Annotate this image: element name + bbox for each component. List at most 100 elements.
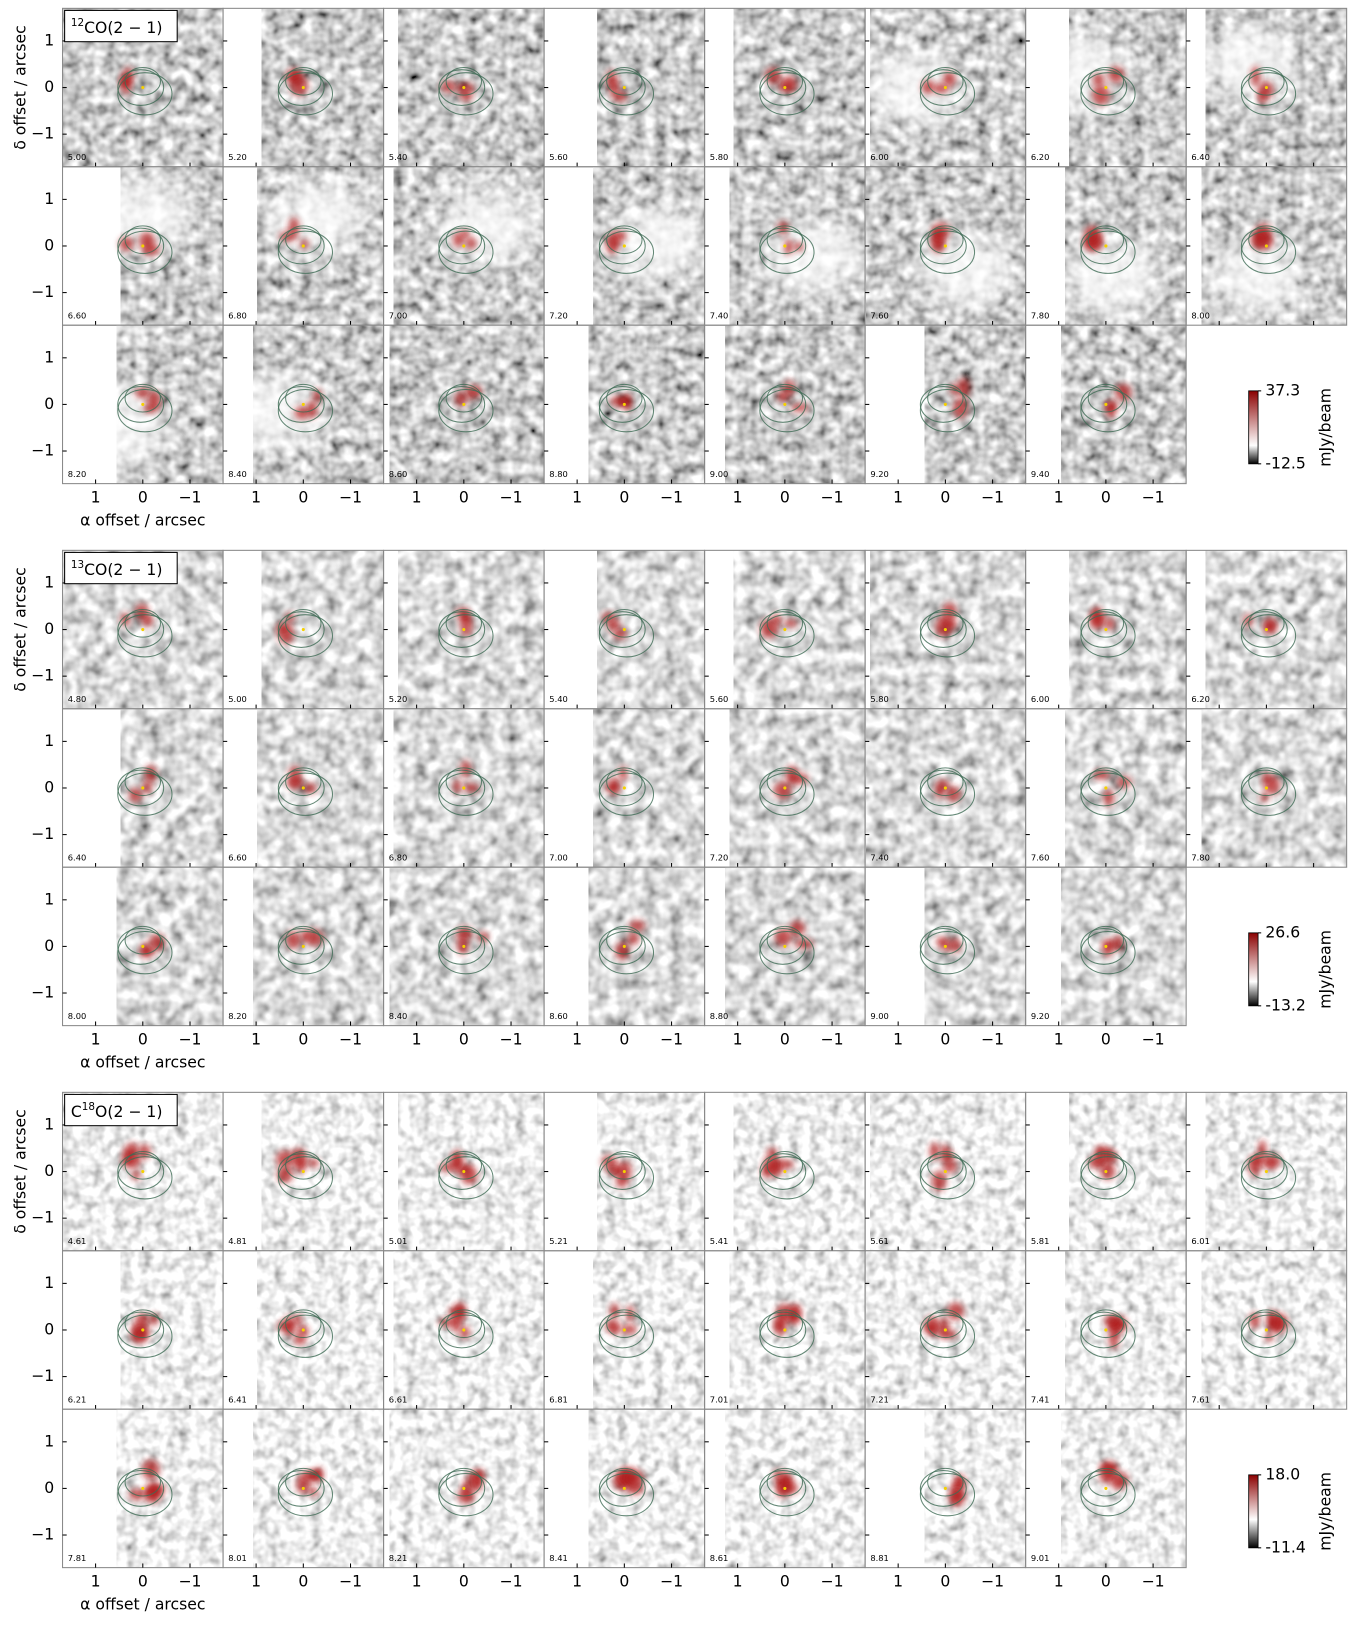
contour xyxy=(445,1150,483,1180)
y-tick-label: 1 xyxy=(44,1431,54,1450)
contour xyxy=(759,72,815,116)
noise-map xyxy=(733,8,866,167)
emission-peak xyxy=(300,929,311,943)
contour xyxy=(919,1153,967,1190)
contour xyxy=(1087,1467,1125,1497)
channel-panel: 6.60 xyxy=(222,708,385,868)
panel-image xyxy=(725,867,866,1026)
channel-panel: 6.00 xyxy=(1025,549,1187,710)
y-tick-label: 0 xyxy=(44,777,54,796)
channel-velocity: 6.80 xyxy=(228,310,247,320)
contour xyxy=(1248,66,1285,96)
emission-peak xyxy=(1093,770,1111,780)
emission xyxy=(93,178,188,252)
x-tick-label: 0 xyxy=(459,1030,469,1049)
star xyxy=(783,402,787,406)
star xyxy=(141,402,145,406)
channel-velocity: 6.41 xyxy=(228,1394,247,1404)
title-superscript: 18 xyxy=(82,1101,95,1113)
star xyxy=(622,85,626,90)
emission-peak xyxy=(784,619,798,628)
channel-velocity: 6.40 xyxy=(68,852,87,862)
emission-peak xyxy=(605,233,618,254)
x-tick-label: 1 xyxy=(91,488,101,507)
emission-peak xyxy=(440,80,457,93)
emission xyxy=(1065,240,1160,314)
emission-peak xyxy=(1116,776,1132,788)
emission-peak xyxy=(1108,1328,1120,1349)
emission xyxy=(226,376,321,450)
contour xyxy=(1240,614,1297,658)
contour xyxy=(919,227,967,265)
emission-peak xyxy=(794,939,814,949)
star xyxy=(943,627,947,632)
colorbar-tick-label: -13.2 xyxy=(1265,995,1305,1014)
star xyxy=(1264,85,1268,90)
contour xyxy=(285,383,322,413)
contour xyxy=(759,772,815,816)
x-tick-label: 1 xyxy=(412,1572,422,1591)
contour xyxy=(285,925,322,955)
y-tick-label: 0 xyxy=(44,1478,54,1497)
y-tick-label: 1 xyxy=(44,572,54,591)
star xyxy=(141,1486,145,1490)
contour xyxy=(1080,772,1136,816)
channel-velocity: 8.41 xyxy=(549,1553,568,1563)
contour xyxy=(277,931,334,975)
panel-image xyxy=(919,867,1026,1026)
y-tick-label: 1 xyxy=(44,30,54,49)
y-tick-label: −1 xyxy=(31,124,54,143)
contour xyxy=(1248,1150,1285,1180)
contour xyxy=(117,928,165,965)
contour xyxy=(117,389,173,433)
emission-peak xyxy=(1262,772,1271,784)
emission-peak xyxy=(143,404,156,413)
channel-panel: 5.60 xyxy=(704,549,866,710)
contour xyxy=(1240,230,1297,274)
contour xyxy=(117,614,173,658)
star xyxy=(943,244,947,248)
x-tick-label: 0 xyxy=(780,1030,790,1049)
emission-peak xyxy=(923,1323,939,1333)
contour xyxy=(117,386,165,423)
x-tick-label: 0 xyxy=(940,1572,950,1591)
x-tick-label: 1 xyxy=(893,488,903,507)
panel-image xyxy=(1201,708,1347,868)
channel-velocity: 5.81 xyxy=(1031,1236,1050,1246)
star xyxy=(1104,944,1108,948)
star xyxy=(622,786,626,790)
emission-peak xyxy=(613,90,628,103)
star xyxy=(943,1169,947,1174)
panel-image xyxy=(1205,1092,1347,1251)
contour xyxy=(598,769,646,807)
emission-peak xyxy=(450,1153,462,1170)
channel-panel: 7.01 xyxy=(704,1250,866,1410)
y-tick-label: 0 xyxy=(44,77,54,96)
x-tick-label: 1 xyxy=(572,488,582,507)
contour xyxy=(1080,769,1128,807)
contour xyxy=(598,1153,646,1190)
star xyxy=(462,786,466,790)
panel-image xyxy=(73,325,224,484)
contour xyxy=(445,767,483,797)
star xyxy=(943,1486,947,1490)
channel-velocity: 7.01 xyxy=(710,1394,729,1404)
x-tick-label: 1 xyxy=(733,1572,743,1591)
emission-peak xyxy=(459,90,473,102)
channel-panel: 7.20 xyxy=(704,708,866,868)
channel-velocity: 8.61 xyxy=(710,1553,729,1563)
contour xyxy=(277,72,334,116)
contour xyxy=(766,225,804,255)
contour xyxy=(598,69,646,106)
emission-peak xyxy=(126,1142,139,1159)
contour xyxy=(1087,925,1125,955)
contour xyxy=(438,1311,486,1349)
contour xyxy=(124,925,162,955)
contour xyxy=(759,1311,807,1349)
contour xyxy=(919,611,967,648)
emission xyxy=(1202,24,1297,98)
x-tick-label: −1 xyxy=(178,488,201,507)
contour xyxy=(1087,1150,1125,1180)
contour xyxy=(919,386,967,423)
emission-peak xyxy=(1103,789,1115,807)
